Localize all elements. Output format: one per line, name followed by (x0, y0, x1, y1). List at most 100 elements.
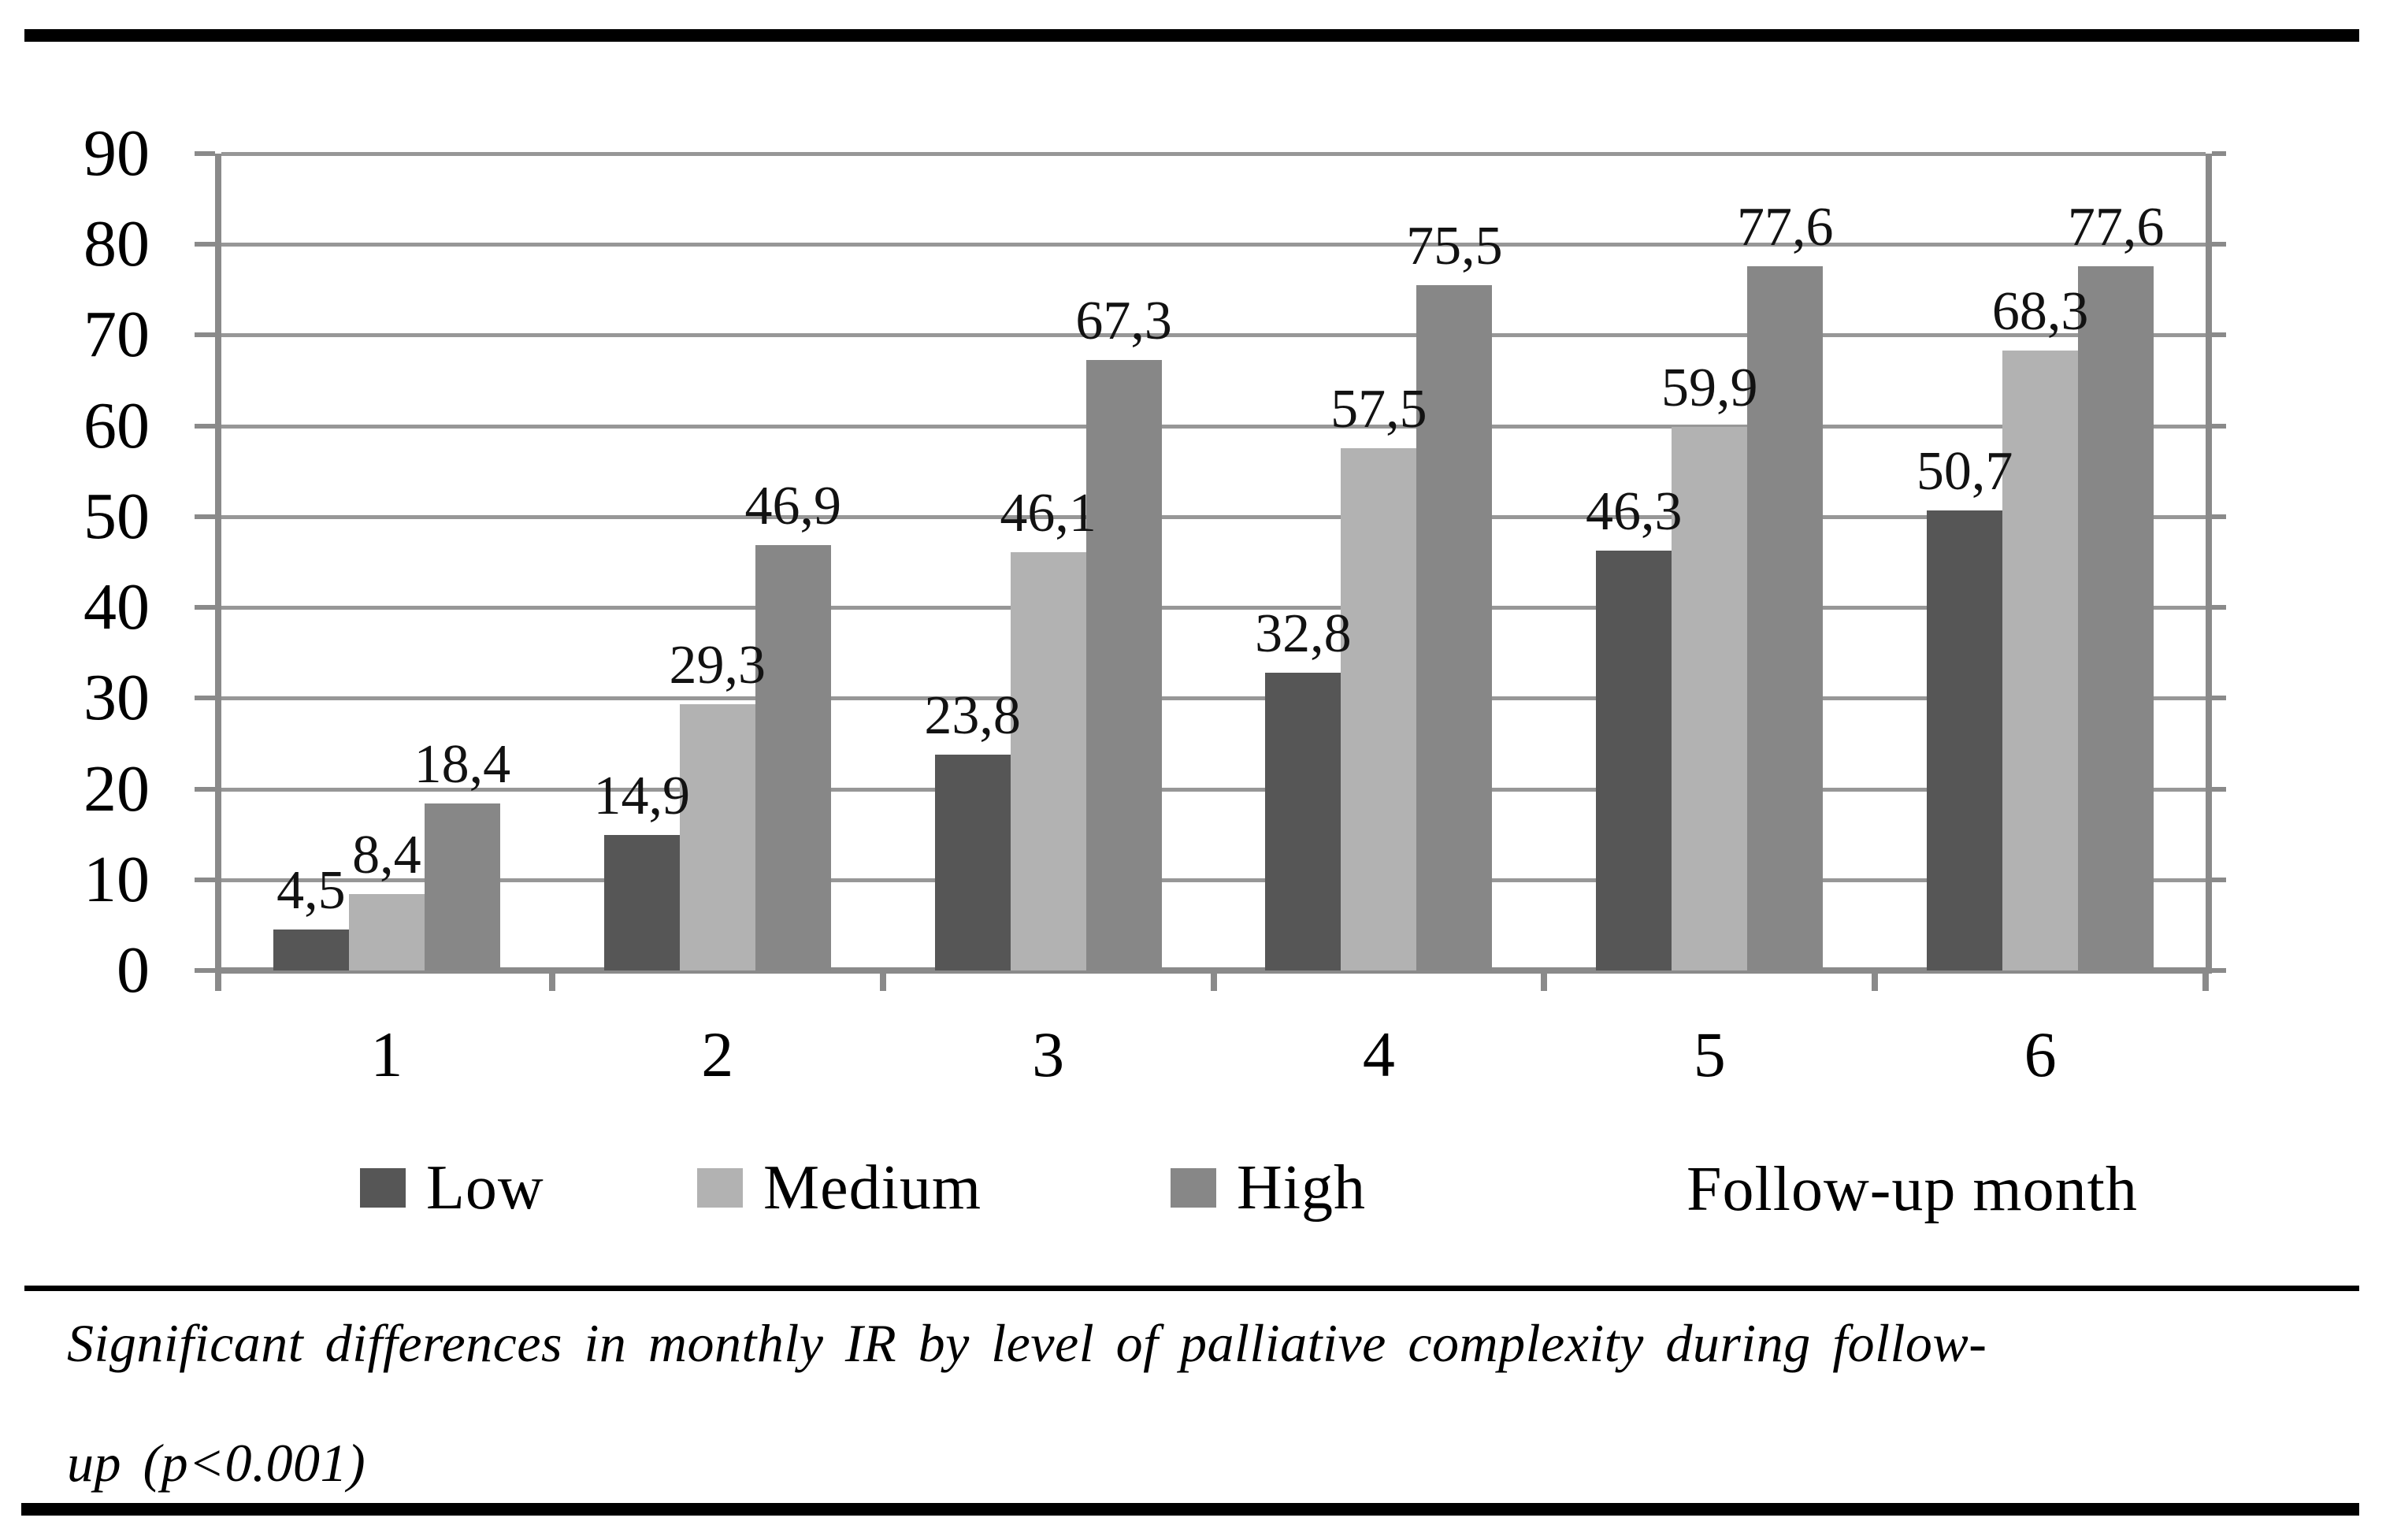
y-tick-right (2212, 605, 2226, 610)
y-axis-tick-label: 40 (83, 570, 150, 644)
bar-value-label: 46,9 (744, 475, 842, 536)
bar-value-label: 18,4 (414, 733, 511, 795)
bar-low-month-5 (1596, 550, 1672, 970)
y-axis-tick-label: 90 (83, 117, 150, 190)
bar-value-label: 57,5 (1330, 379, 1427, 440)
x-axis-tick-label: 5 (1693, 1019, 1726, 1090)
bar-high-month-6 (2078, 265, 2154, 970)
bar-low-month-4 (1265, 673, 1341, 970)
y-tick-right (2212, 877, 2226, 882)
legend-swatch-high-icon (1171, 1168, 1216, 1208)
y-tick-right (2212, 242, 2226, 247)
bar-high-month-5 (1747, 265, 1824, 970)
gridline (221, 878, 2206, 882)
gridline (221, 606, 2206, 610)
y-tick-left (195, 514, 215, 519)
x-axis-title: Follow-up month (1687, 1155, 2138, 1224)
legend-label-high: High (1237, 1153, 1366, 1223)
y-tick-right (2212, 423, 2226, 429)
legend-swatch-low-icon (360, 1168, 406, 1208)
y-tick-right (2212, 968, 2226, 973)
y-tick-left (195, 786, 215, 792)
bar-value-label: 8,4 (352, 825, 421, 886)
y-tick-right (2212, 696, 2226, 701)
x-axis-tick-label: 6 (2024, 1019, 2057, 1090)
top-rule (24, 29, 2359, 42)
legend-label-medium: Medium (763, 1153, 982, 1223)
legend-item-low: Low (360, 1155, 544, 1221)
y-tick-left (195, 151, 215, 156)
x-axis-tick-label: 1 (370, 1019, 403, 1090)
gridline (221, 333, 2206, 338)
bar-value-label: 59,9 (1661, 357, 1758, 418)
bar-medium-month-5 (1672, 426, 1748, 970)
bar-medium-month-2 (679, 704, 755, 970)
y-axis-line (215, 154, 221, 991)
y-tick-left (195, 242, 215, 247)
bar-value-label: 77,6 (2067, 196, 2165, 258)
bar-medium-month-4 (1341, 448, 1417, 970)
y-tick-left (195, 423, 215, 429)
y-tick-left (195, 877, 215, 882)
bar-value-label: 75,5 (1406, 216, 1503, 277)
bar-low-month-6 (1927, 510, 2003, 970)
legend-label-low: Low (426, 1153, 544, 1223)
x-axis-tick-label: 4 (1362, 1019, 1395, 1090)
bar-medium-month-6 (2002, 351, 2079, 970)
bar-low-month-2 (603, 835, 680, 970)
x-axis-tick-label: 3 (1032, 1019, 1065, 1090)
bar-value-label: 67,3 (1075, 290, 1172, 351)
bar-medium-month-3 (1010, 551, 1086, 970)
bar-high-month-4 (1416, 285, 1493, 970)
y-axis-tick-label: 30 (83, 661, 150, 735)
bar-medium-month-1 (348, 894, 425, 970)
bar-value-label: 77,6 (1737, 196, 1834, 258)
gridline (221, 152, 2206, 156)
x-tick (548, 970, 555, 991)
legend-swatch-medium-icon (697, 1168, 743, 1208)
figure-caption-line-1: Significant differences in monthly IR by… (67, 1313, 1987, 1373)
y-tick-left (195, 332, 215, 338)
gridline (221, 787, 2206, 792)
y-axis-tick-label: 0 (117, 933, 150, 1007)
middle-rule (24, 1286, 2359, 1291)
legend-item-medium: Medium (697, 1155, 981, 1221)
bar-value-label: 29,3 (669, 635, 766, 696)
gridline (221, 243, 2206, 247)
y-axis-tick-label: 80 (83, 207, 150, 281)
gridline (221, 696, 2206, 701)
y-axis-tick-label: 10 (83, 842, 150, 916)
bar-value-label: 68,3 (1991, 281, 2089, 343)
bar-low-month-1 (273, 930, 349, 970)
bottom-rule (21, 1503, 2359, 1516)
bar-value-label: 32,8 (1255, 603, 1352, 665)
y-tick-right (2212, 514, 2226, 519)
x-tick (1210, 970, 1217, 991)
legend-item-high: High (1171, 1155, 1366, 1221)
bar-low-month-3 (934, 754, 1011, 970)
y-axis-tick-label: 70 (83, 298, 150, 372)
y-axis-tick-label: 50 (83, 479, 150, 553)
x-tick (2202, 970, 2209, 991)
bar-high-month-2 (755, 544, 831, 970)
bar-value-label: 46,1 (1000, 482, 1097, 544)
x-tick (1541, 970, 1548, 991)
bar-value-label: 23,8 (924, 685, 1021, 746)
y-tick-right (2212, 786, 2226, 792)
y-tick-left (195, 968, 215, 973)
bar-value-label: 50,7 (1916, 440, 2013, 502)
figure-caption-line-2: up (p<0.001) (67, 1433, 366, 1493)
gridline (221, 424, 2206, 429)
bar-value-label: 46,3 (1586, 481, 1683, 542)
y-axis-tick-label: 60 (83, 388, 150, 462)
gridline (221, 514, 2206, 519)
y-tick-right (2212, 332, 2226, 338)
bar-high-month-3 (1085, 359, 1162, 970)
x-axis-tick-label: 2 (701, 1019, 734, 1090)
y-axis-tick-label: 20 (83, 751, 150, 826)
x-tick (879, 970, 886, 991)
y-tick-right (2212, 151, 2226, 156)
x-tick (1872, 970, 1879, 991)
